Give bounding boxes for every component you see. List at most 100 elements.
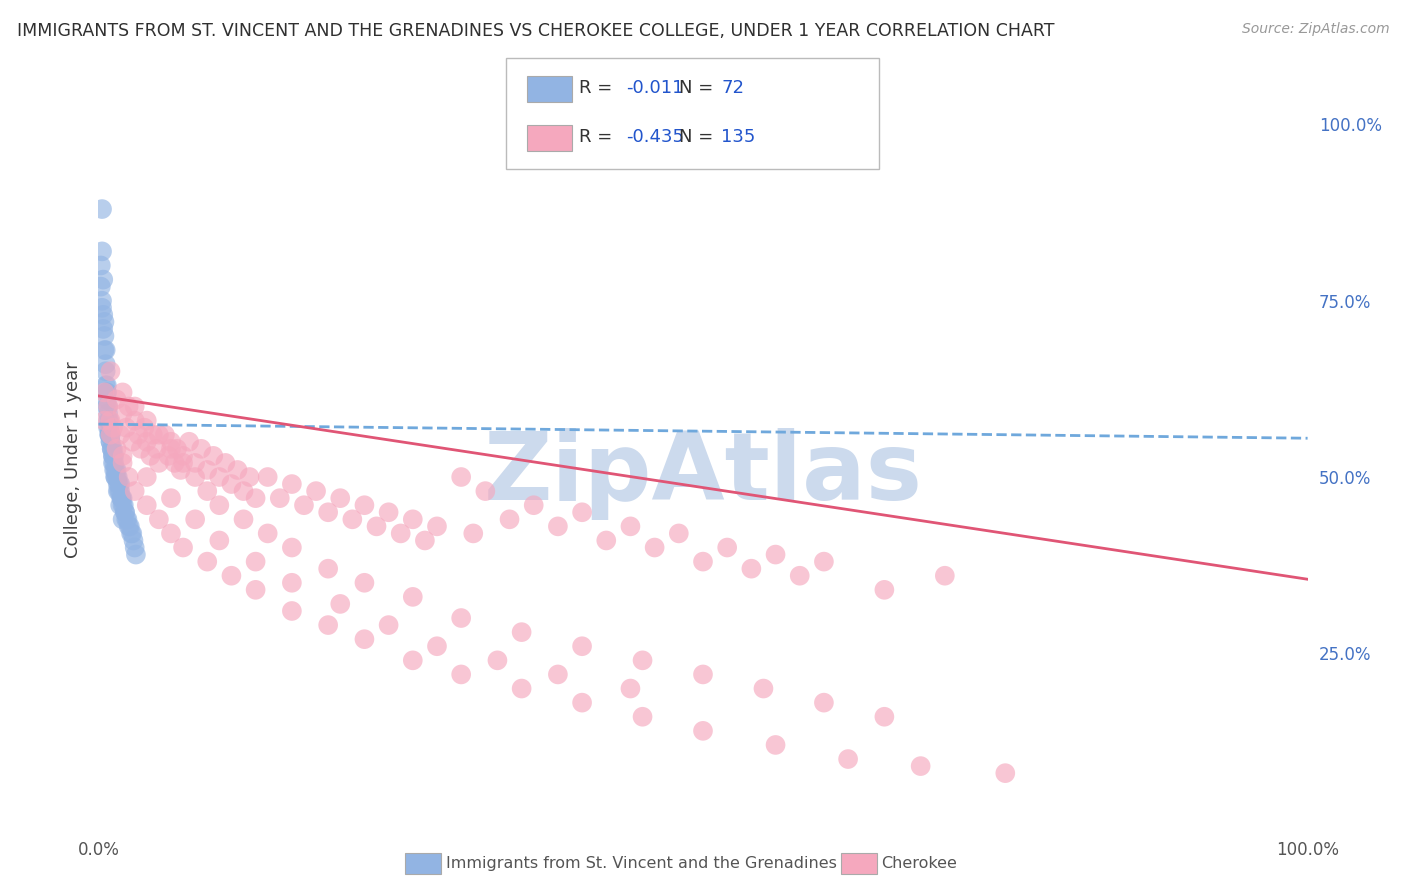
Point bbox=[486, 653, 509, 667]
Point bbox=[100, 442, 122, 456]
Point bbox=[118, 519, 141, 533]
Text: N =: N = bbox=[679, 128, 718, 146]
Point bbox=[115, 420, 138, 434]
Point bbox=[631, 710, 654, 724]
Point bbox=[208, 533, 231, 548]
Text: ZipAtlas: ZipAtlas bbox=[484, 428, 922, 520]
Point bbox=[94, 364, 117, 378]
Point bbox=[184, 470, 207, 484]
Point bbox=[377, 618, 399, 632]
Point bbox=[122, 533, 145, 548]
Point bbox=[120, 526, 142, 541]
Point bbox=[107, 470, 129, 484]
Point bbox=[108, 427, 131, 442]
Point bbox=[108, 484, 131, 499]
Point bbox=[789, 568, 811, 582]
Point bbox=[125, 548, 148, 562]
Point bbox=[104, 470, 127, 484]
Point bbox=[91, 272, 114, 286]
Point bbox=[402, 653, 425, 667]
Point bbox=[124, 414, 146, 428]
Point bbox=[316, 618, 339, 632]
Point bbox=[329, 597, 352, 611]
Point bbox=[619, 519, 641, 533]
Point bbox=[103, 456, 125, 470]
Point bbox=[103, 449, 125, 463]
Point bbox=[402, 512, 425, 526]
Point bbox=[692, 555, 714, 569]
Point bbox=[117, 512, 139, 526]
Point bbox=[498, 512, 520, 526]
Text: IMMIGRANTS FROM ST. VINCENT AND THE GRENADINES VS CHEROKEE COLLEGE, UNDER 1 YEAR: IMMIGRANTS FROM ST. VINCENT AND THE GREN… bbox=[17, 22, 1054, 40]
Point bbox=[121, 526, 143, 541]
Point bbox=[668, 526, 690, 541]
Point bbox=[873, 710, 896, 724]
Point bbox=[98, 427, 121, 442]
Point bbox=[134, 420, 156, 434]
Point bbox=[232, 512, 254, 526]
Point bbox=[111, 385, 134, 400]
Point bbox=[153, 427, 176, 442]
Point bbox=[644, 541, 666, 555]
Text: -0.435: -0.435 bbox=[626, 128, 683, 146]
Point bbox=[837, 752, 859, 766]
Point bbox=[91, 301, 114, 315]
Point bbox=[813, 696, 835, 710]
Point bbox=[190, 442, 212, 456]
Point bbox=[994, 766, 1017, 780]
Point bbox=[97, 400, 120, 414]
Text: -0.011: -0.011 bbox=[626, 79, 683, 97]
Point bbox=[232, 484, 254, 499]
Point bbox=[97, 414, 120, 428]
Point bbox=[281, 477, 304, 491]
Point bbox=[148, 456, 170, 470]
Point bbox=[124, 484, 146, 499]
Point bbox=[100, 434, 122, 449]
Point bbox=[910, 759, 932, 773]
Point bbox=[111, 512, 134, 526]
Point bbox=[413, 533, 436, 548]
Point bbox=[124, 541, 146, 555]
Point bbox=[873, 582, 896, 597]
Point bbox=[160, 491, 183, 505]
Text: R =: R = bbox=[579, 79, 619, 97]
Point bbox=[765, 738, 787, 752]
Point bbox=[269, 491, 291, 505]
Point bbox=[91, 244, 114, 259]
Point bbox=[100, 427, 122, 442]
Point bbox=[104, 470, 127, 484]
Point bbox=[148, 512, 170, 526]
Point bbox=[245, 491, 267, 505]
Point bbox=[100, 427, 122, 442]
Point bbox=[108, 477, 131, 491]
Point bbox=[692, 723, 714, 738]
Point bbox=[256, 470, 278, 484]
Point bbox=[91, 308, 114, 322]
Point bbox=[91, 322, 114, 336]
Point bbox=[353, 632, 375, 647]
Point bbox=[98, 427, 121, 442]
Point bbox=[96, 385, 118, 400]
Point bbox=[121, 434, 143, 449]
Text: Source: ZipAtlas.com: Source: ZipAtlas.com bbox=[1241, 22, 1389, 37]
Point bbox=[692, 667, 714, 681]
Point bbox=[93, 385, 115, 400]
Point bbox=[94, 378, 117, 392]
Point bbox=[111, 407, 134, 421]
Point bbox=[108, 498, 131, 512]
Point bbox=[813, 555, 835, 569]
Point bbox=[353, 498, 375, 512]
Point bbox=[281, 575, 304, 590]
Point bbox=[101, 449, 124, 463]
Point bbox=[172, 456, 194, 470]
Point bbox=[510, 681, 533, 696]
Point bbox=[226, 463, 249, 477]
Point bbox=[118, 470, 141, 484]
Point bbox=[135, 498, 157, 512]
Point bbox=[221, 568, 243, 582]
Point bbox=[93, 343, 115, 357]
Point bbox=[94, 343, 117, 357]
Text: N =: N = bbox=[679, 79, 718, 97]
Point bbox=[752, 681, 775, 696]
Point bbox=[104, 463, 127, 477]
